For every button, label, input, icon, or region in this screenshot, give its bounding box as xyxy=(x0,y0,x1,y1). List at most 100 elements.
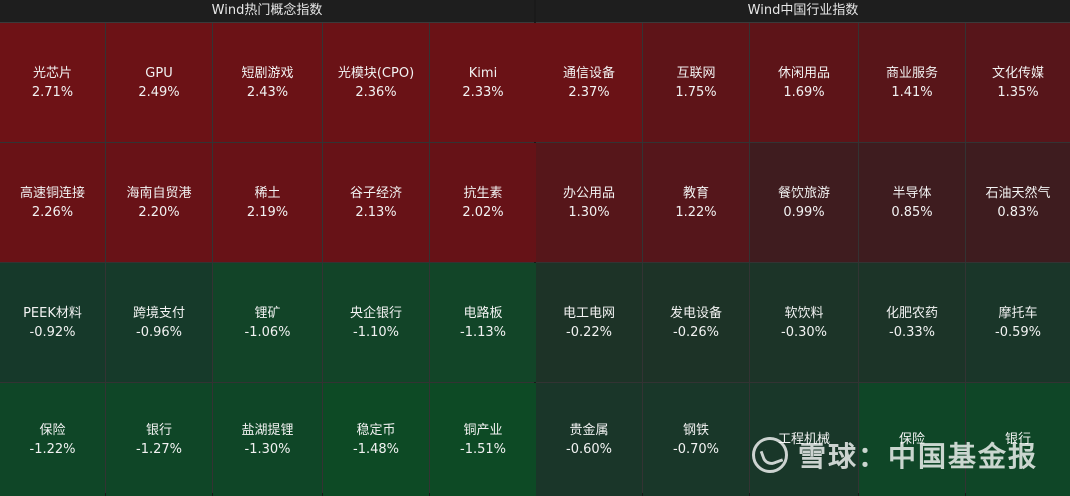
tile-change-percent: 2.13% xyxy=(355,204,397,220)
heatmap-tile[interactable]: 休闲用品 1.69% xyxy=(750,23,858,142)
heatmap-tile[interactable]: 商业服务 1.41% xyxy=(859,23,965,142)
heatmap-tile[interactable]: 保险 xyxy=(859,383,965,496)
heatmap-tile[interactable]: 通信设备 2.37% xyxy=(536,23,642,142)
heatmap-tile[interactable]: 央企银行 -1.10% xyxy=(323,263,429,382)
heatmap-tile[interactable]: 电路板 -1.13% xyxy=(430,263,536,382)
heatmap-tile[interactable]: 铜产业 -1.51% xyxy=(430,383,536,496)
tile-change-percent: -1.51% xyxy=(460,441,506,457)
heatmap-tile[interactable]: 发电设备 -0.26% xyxy=(643,263,749,382)
tile-name: 发电设备 xyxy=(669,305,722,321)
tile-change-percent: 2.43% xyxy=(246,84,289,100)
heatmap-tile[interactable]: 稳定币 -1.48% xyxy=(323,383,429,496)
concept-index-heatmap: 光芯片 2.71% GPU 2.49% 短剧游戏 2.43% 光模块(CPO) 2.36% Ki… xyxy=(0,23,536,496)
tile-change-percent: -0.33% xyxy=(889,324,935,340)
tile-change-percent: 0.83% xyxy=(997,204,1039,220)
tile-change-percent: 2.19% xyxy=(246,204,289,220)
tile-change-percent: 2.36% xyxy=(355,84,397,100)
tile-name: 办公用品 xyxy=(562,185,615,201)
heatmap-tile[interactable]: 锂矿 -1.06% xyxy=(213,263,322,382)
tile-name: 银行 xyxy=(1004,432,1031,447)
tile-change-percent: 1.69% xyxy=(783,84,825,100)
heatmap-tile[interactable]: Kimi 2.33% xyxy=(430,23,536,142)
heatmap-tile[interactable]: GPU 2.49% xyxy=(106,23,212,142)
tile-change-percent: -1.22% xyxy=(29,441,76,457)
tile-name: 盐湖提锂 xyxy=(241,422,294,438)
heatmap-tile[interactable]: 教育 1.22% xyxy=(643,143,749,262)
heatmap-tile[interactable]: 光芯片 2.71% xyxy=(0,23,105,142)
tile-name: 银行 xyxy=(145,422,172,438)
tile-name: 短剧游戏 xyxy=(241,65,294,81)
tile-change-percent: -0.59% xyxy=(995,324,1041,340)
heatmap-tile[interactable]: 软饮料 -0.30% xyxy=(750,263,858,382)
tile-change-percent: -0.30% xyxy=(781,324,827,340)
tile-change-percent: -0.70% xyxy=(673,441,719,457)
heatmap-tile[interactable]: PEEK材料 -0.92% xyxy=(0,263,105,382)
tile-name: 稀土 xyxy=(254,185,281,201)
tile-change-percent: -1.30% xyxy=(244,441,291,457)
heatmap-tile[interactable]: 互联网 1.75% xyxy=(643,23,749,142)
heatmap-tile[interactable]: 高速铜连接 2.26% xyxy=(0,143,105,262)
tile-name: 石油天然气 xyxy=(985,185,1051,201)
tile-name: 高速铜连接 xyxy=(19,185,85,201)
tile-change-percent: 2.71% xyxy=(31,84,74,100)
tile-name: 半导体 xyxy=(892,185,932,201)
heatmap-tile[interactable]: 银行 -1.27% xyxy=(106,383,212,496)
tile-name: 谷子经济 xyxy=(349,185,402,201)
heatmap-tile[interactable]: 光模块(CPO) 2.36% xyxy=(323,23,429,142)
heatmap-tile[interactable]: 稀土 2.19% xyxy=(213,143,322,262)
heatmap-tile[interactable]: 办公用品 1.30% xyxy=(536,143,642,262)
tile-change-percent: 2.26% xyxy=(31,204,74,220)
tile-name: 央企银行 xyxy=(349,305,402,321)
tile-change-percent: -0.96% xyxy=(136,324,182,340)
tile-change-percent: 1.35% xyxy=(997,84,1039,100)
tile-name: 教育 xyxy=(682,185,709,201)
heatmap-tile[interactable]: 跨境支付 -0.96% xyxy=(106,263,212,382)
industry-index-panel: Wind中国行业指数 通信设备 2.37% 互联网 1.75% 休闲用品 1.69% 商业服… xyxy=(536,0,1070,496)
heatmap-tile[interactable]: 文化传媒 1.35% xyxy=(966,23,1070,142)
tile-name: 稳定币 xyxy=(356,422,396,438)
heatmap-tile[interactable]: 摩托车 -0.59% xyxy=(966,263,1070,382)
heatmap-tile[interactable]: 谷子经济 2.13% xyxy=(323,143,429,262)
tile-name: GPU xyxy=(145,65,173,81)
tile-change-percent: 1.75% xyxy=(675,84,717,100)
heatmap-tile[interactable]: 半导体 0.85% xyxy=(859,143,965,262)
heatmap-tile[interactable]: 电工电网 -0.22% xyxy=(536,263,642,382)
heatmap-tile[interactable]: 石油天然气 0.83% xyxy=(966,143,1070,262)
tile-name: 铜产业 xyxy=(463,422,503,438)
tile-name: 工程机械 xyxy=(777,432,830,447)
tile-change-percent: -0.26% xyxy=(673,324,719,340)
heatmap-tile[interactable]: 短剧游戏 2.43% xyxy=(213,23,322,142)
tile-change-percent: -1.27% xyxy=(136,441,182,457)
heatmap-tile[interactable]: 保险 -1.22% xyxy=(0,383,105,496)
tile-change-percent: -0.92% xyxy=(29,324,76,340)
heatmap-tile[interactable]: 贵金属 -0.60% xyxy=(536,383,642,496)
tile-name: PEEK材料 xyxy=(23,305,82,321)
industry-index-title: Wind中国行业指数 xyxy=(536,0,1070,23)
tile-name: 电工电网 xyxy=(562,305,615,321)
tile-name: 贵金属 xyxy=(569,422,609,438)
tile-name: 抗生素 xyxy=(463,185,503,201)
heatmap-tile[interactable]: 银行 xyxy=(966,383,1070,496)
tile-change-percent: 0.99% xyxy=(783,204,825,220)
tile-name: 海南自贸港 xyxy=(126,185,192,201)
heatmap-tile[interactable]: 盐湖提锂 -1.30% xyxy=(213,383,322,496)
concept-index-panel: Wind热门概念指数 光芯片 2.71% GPU 2.49% 短剧游戏 2.43% 光模块(… xyxy=(0,0,536,496)
tile-change-percent: -1.06% xyxy=(244,324,291,340)
heatmap-tile[interactable]: 钢铁 -0.70% xyxy=(643,383,749,496)
tile-change-percent: 2.37% xyxy=(568,84,610,100)
tile-name: 光芯片 xyxy=(32,65,72,81)
tile-name: Kimi xyxy=(468,65,498,81)
heatmap-tile[interactable]: 抗生素 2.02% xyxy=(430,143,536,262)
tile-change-percent: 1.41% xyxy=(891,84,933,100)
tile-change-percent: 0.85% xyxy=(891,204,933,220)
tile-name: 电路板 xyxy=(463,305,503,321)
heatmap-tile[interactable]: 餐饮旅游 0.99% xyxy=(750,143,858,262)
heatmap-tile[interactable]: 化肥农药 -0.33% xyxy=(859,263,965,382)
tile-change-percent: -1.48% xyxy=(353,441,399,457)
industry-index-heatmap: 通信设备 2.37% 互联网 1.75% 休闲用品 1.69% 商业服务 1.41% 文化传媒 1… xyxy=(536,23,1070,496)
tile-change-percent: -1.10% xyxy=(353,324,399,340)
heatmap-tile[interactable]: 工程机械 xyxy=(750,383,858,496)
tile-name: 跨境支付 xyxy=(132,305,185,321)
tile-name: 钢铁 xyxy=(682,422,709,438)
heatmap-tile[interactable]: 海南自贸港 2.20% xyxy=(106,143,212,262)
